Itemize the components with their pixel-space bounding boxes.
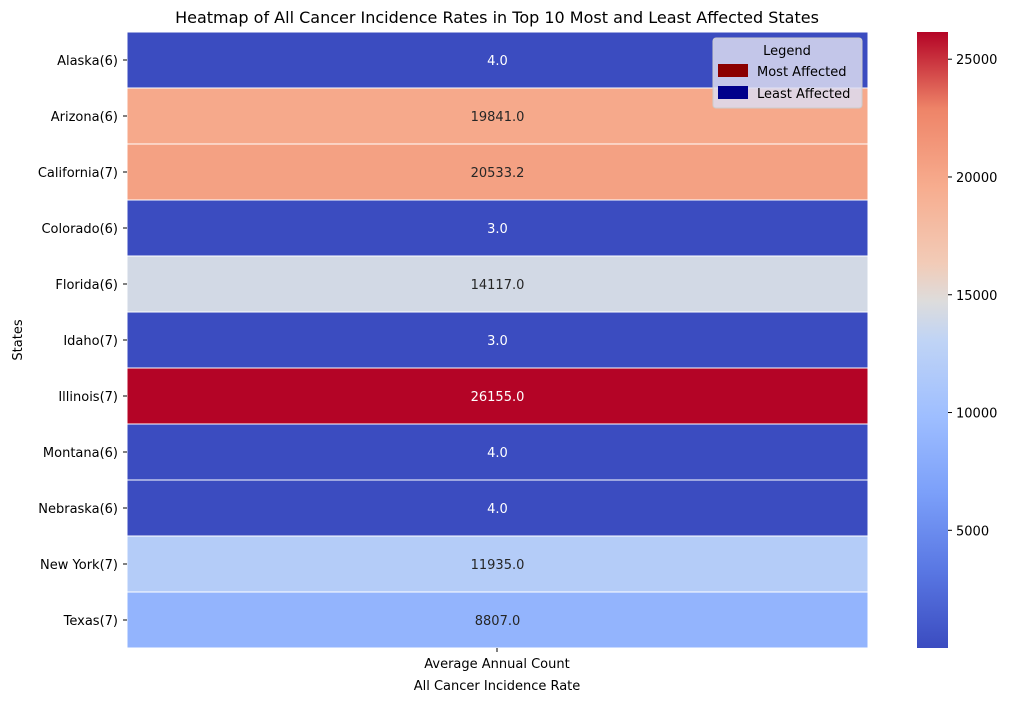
legend-title: Legend (763, 44, 811, 59)
heatmap-cell (126, 255, 869, 313)
legend-label-least-affected: Least Affected (757, 87, 850, 102)
legend: Legend Most Affected Least Affected (712, 37, 863, 109)
y-tick-label: Idaho(7) (63, 334, 118, 349)
heatmap-cell (126, 591, 869, 649)
y-tick-label: Alaska(6) (57, 54, 118, 69)
y-tick-label: Colorado(6) (41, 222, 118, 237)
y-tick-label: Florida(6) (55, 278, 118, 293)
colorbar-ticks: 5000 10000 15000 20000 25000 (948, 53, 997, 539)
cell-value-label: 26155.0 (471, 390, 525, 405)
heatmap-cell (126, 423, 869, 481)
y-tick-label: Arizona(6) (51, 110, 118, 125)
cell-value-label: 3.0 (487, 222, 508, 237)
colorbar-tick-label: 20000 (956, 171, 997, 186)
x-axis-label: All Cancer Incidence Rate (414, 679, 581, 694)
cell-value-label: 3.0 (487, 334, 508, 349)
y-tick-label: Nebraska(6) (38, 502, 118, 517)
legend-box (712, 37, 863, 109)
legend-swatch-least-affected (718, 86, 748, 99)
cell-value-label: 4.0 (487, 54, 508, 69)
cell-value-label: 14117.0 (471, 278, 525, 293)
y-tick-label: Texas(7) (63, 614, 118, 629)
cell-value-label: 4.0 (487, 446, 508, 461)
colorbar-tick-label: 15000 (956, 289, 997, 304)
cell-value-label: 11935.0 (471, 558, 525, 573)
y-tick-label: New York(7) (40, 558, 118, 573)
cell-value-label: 8807.0 (475, 614, 521, 629)
y-tick-labels: Alaska(6) Arizona(6) California(7) Colorado… (38, 54, 127, 629)
heatmap-cell (126, 143, 869, 201)
x-tick-label: Average Annual Count (424, 657, 569, 672)
colorbar-tick-label: 10000 (956, 407, 997, 422)
heatmap-cell (126, 535, 869, 593)
y-tick-label: Montana(6) (43, 446, 118, 461)
cell-value-label: 4.0 (487, 502, 508, 517)
legend-label-most-affected: Most Affected (757, 65, 847, 80)
cell-value-label: 19841.0 (471, 110, 525, 125)
heatmap-cells: 4.0 19841.0 20533.2 3.0 14117.0 3.0 26155.0 4.0… (126, 31, 869, 649)
colorbar: 5000 10000 15000 20000 25000 (917, 32, 997, 648)
heatmap-cell (126, 311, 869, 369)
y-tick-label: California(7) (38, 166, 118, 181)
colorbar-tick-label: 5000 (956, 524, 989, 539)
legend-swatch-most-affected (718, 64, 748, 77)
y-tick-label: Illinois(7) (58, 390, 118, 405)
chart-title: Heatmap of All Cancer Incidence Rates in… (175, 8, 819, 27)
colorbar-tick-label: 25000 (956, 53, 997, 68)
heatmap-cell (126, 199, 869, 257)
y-axis-label: States (11, 319, 26, 360)
cell-value-label: 20533.2 (471, 166, 525, 181)
colorbar-gradient (917, 32, 948, 648)
